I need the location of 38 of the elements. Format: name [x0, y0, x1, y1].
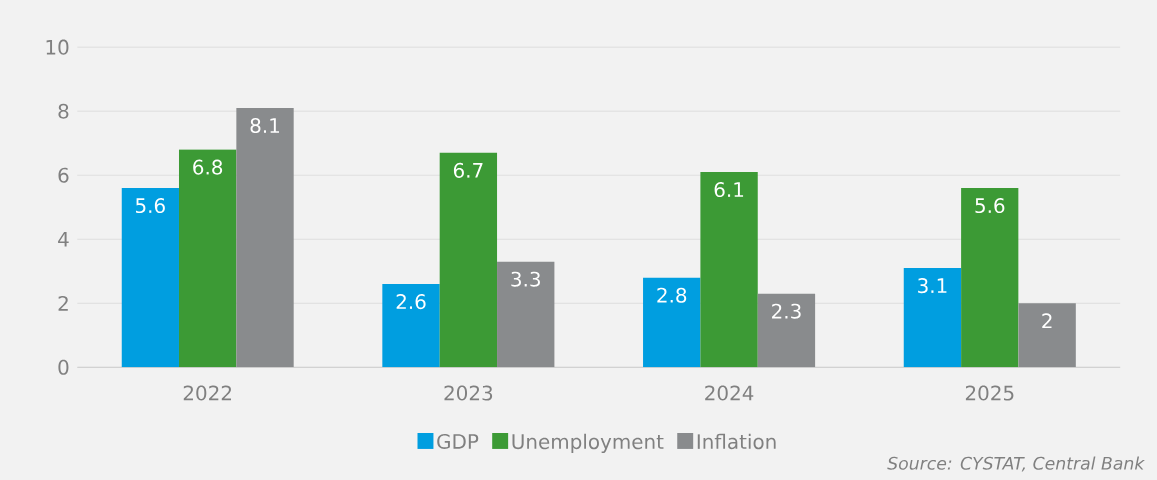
source-note: Source: CYSTAT, Central Bank: [887, 456, 1145, 472]
bar: [497, 261, 555, 368]
bar: [1018, 303, 1076, 368]
y-tick-label: 6: [58, 167, 69, 183]
bar: [903, 267, 962, 368]
bar: [178, 149, 237, 368]
data-label: 6.8: [193, 159, 223, 175]
data-label: 3.1: [918, 277, 947, 294]
bar: [961, 187, 1019, 368]
data-label: 6.1: [714, 181, 744, 197]
data-label: 2.6: [396, 293, 426, 310]
data-label: 3.3: [511, 271, 540, 287]
data-label: 5.6: [136, 197, 165, 214]
bar: [382, 283, 440, 368]
data-label: 6.7: [453, 162, 483, 178]
bar: [643, 277, 701, 368]
data-label: 8.1: [250, 117, 280, 133]
x-tick-label: 2023: [444, 385, 493, 401]
data-label: 5.6: [975, 197, 1005, 214]
bar: [700, 171, 758, 368]
bar: [121, 187, 179, 368]
bar: [236, 107, 294, 368]
bar: [439, 152, 498, 368]
data-label: 2.8: [657, 287, 687, 303]
y-tick-label: 4: [58, 231, 69, 247]
legend-label: GDP: [437, 433, 479, 449]
y-tick-label: 10: [46, 39, 69, 55]
legend-label: Inflation: [697, 433, 776, 450]
data-label: 2: [1042, 313, 1052, 328]
x-tick-label: 2025: [965, 385, 1014, 401]
legend-label: Unemployment: [512, 433, 664, 453]
x-tick-label: 2022: [183, 385, 232, 401]
y-tick-label: 0: [58, 359, 69, 375]
y-tick-label: 8: [58, 103, 69, 119]
bar: [757, 293, 816, 368]
x-tick-label: 2024: [705, 385, 754, 401]
data-label: 2.3: [772, 303, 801, 319]
y-tick-label: 2: [58, 295, 68, 311]
